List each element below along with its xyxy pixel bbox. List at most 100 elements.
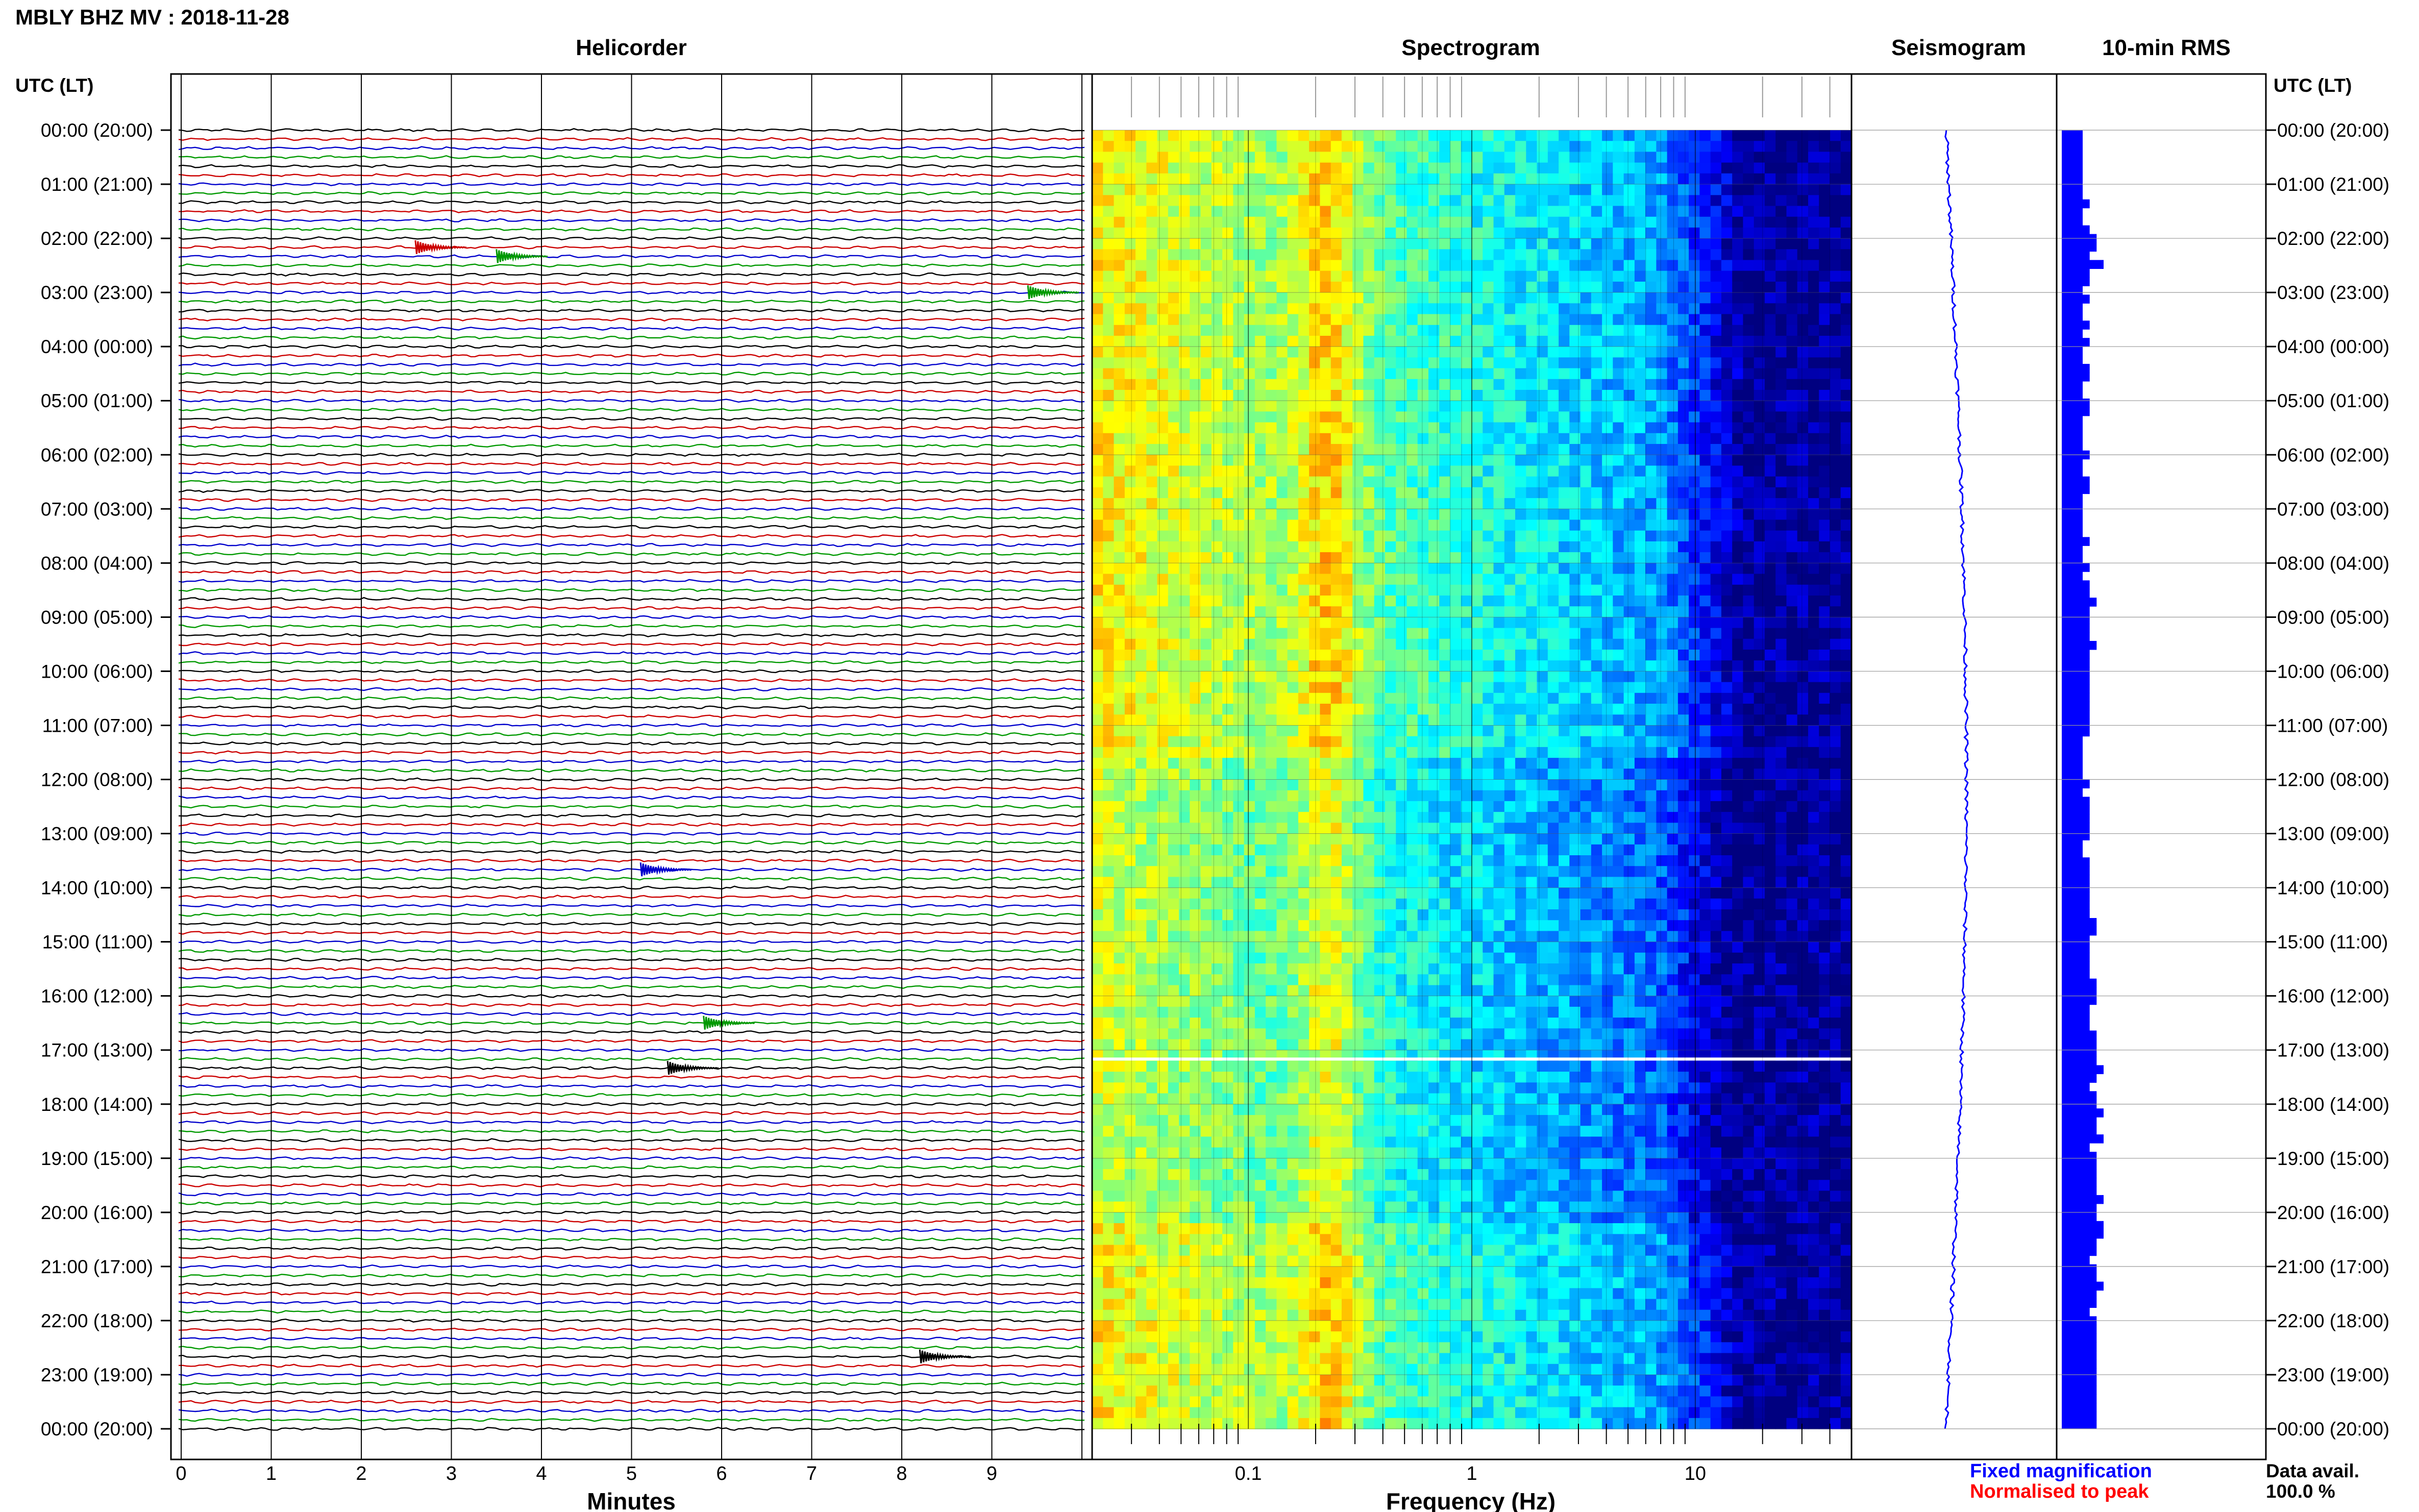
rms-bar — [2062, 407, 2090, 416]
time-label-right: 07:00 (03:00) — [2277, 499, 2389, 519]
rms-bar — [2062, 736, 2083, 746]
frequency-tick-label: 0.1 — [1235, 1463, 1262, 1484]
time-label-right: 20:00 (16:00) — [2277, 1202, 2389, 1223]
time-label-left: 02:00 (22:00) — [41, 228, 153, 249]
data-avail-value: 100.0 % — [2266, 1481, 2335, 1502]
minutes-tick-labels: 0 1 2 3 4 5 6 7 8 9 — [176, 1463, 997, 1484]
rms-bar — [2062, 329, 2083, 338]
rms-bar — [2062, 1307, 2090, 1317]
time-label-left: 01:00 (21:00) — [41, 174, 153, 195]
rms-bar — [2062, 1022, 2090, 1031]
time-label-left: 22:00 (18:00) — [41, 1310, 153, 1331]
rms-bar — [2062, 805, 2090, 814]
time-label-left: 11:00 (07:00) — [42, 715, 153, 736]
rms-bar — [2062, 1255, 2090, 1265]
time-label-left: 20:00 (16:00) — [41, 1202, 153, 1223]
rms-bar — [2062, 1299, 2097, 1308]
rms-bar — [2062, 1290, 2097, 1299]
rms-bar — [2062, 1186, 2097, 1196]
rms-bar — [2062, 251, 2090, 260]
minutes-tick-label: 8 — [896, 1463, 907, 1484]
rms-bar — [2062, 797, 2090, 806]
rms-bar — [2062, 1134, 2104, 1144]
rms-bar — [2062, 459, 2083, 468]
time-label-right: 10:00 (06:00) — [2277, 661, 2389, 682]
rms-bar — [2062, 1091, 2097, 1100]
rms-bar — [2062, 156, 2083, 165]
rms-bar — [2062, 139, 2083, 148]
time-label-right: 13:00 (09:00) — [2277, 824, 2389, 845]
rms-bar — [2062, 857, 2090, 866]
rms-bar — [2062, 1117, 2097, 1126]
rms-bar — [2062, 935, 2090, 945]
time-label-right: 12:00 (08:00) — [2277, 770, 2389, 790]
rms-bar — [2062, 260, 2104, 269]
rms-bar — [2062, 199, 2090, 209]
rms-bar — [2062, 580, 2090, 589]
rms-title: 10-min RMS — [2102, 35, 2231, 60]
rms-bar — [2062, 1325, 2097, 1334]
rms-bar — [2062, 831, 2090, 840]
time-label-left: 21:00 (17:00) — [41, 1256, 153, 1277]
time-label-left: 14:00 (10:00) — [41, 878, 153, 899]
rms-bar — [2062, 1178, 2097, 1187]
rms-bar — [2062, 493, 2083, 503]
rms-bar — [2062, 1126, 2097, 1135]
rms-bar — [2062, 1108, 2104, 1118]
rms-bar — [2062, 1039, 2097, 1048]
time-label-right: 00:00 (20:00) — [2277, 120, 2389, 141]
rms-bar — [2062, 381, 2083, 390]
minutes-tick-label: 2 — [356, 1463, 366, 1484]
time-label-left: 19:00 (15:00) — [41, 1148, 153, 1169]
rms-bar — [2062, 849, 2083, 858]
time-label-left: 05:00 (01:00) — [41, 390, 153, 411]
rms-bar — [2062, 589, 2090, 598]
rms-bar — [2062, 823, 2090, 832]
time-label-left: 09:00 (05:00) — [41, 607, 153, 628]
frequency-tick-label: 10 — [1685, 1463, 1706, 1484]
rms-bars — [2062, 130, 2104, 1429]
rms-bar — [2062, 164, 2083, 174]
legend-fixed-magnification: Fixed magnification — [1970, 1460, 2152, 1482]
rms-bar — [2062, 1411, 2097, 1421]
time-label-left: 07:00 (03:00) — [41, 499, 153, 519]
rms-bar — [2062, 1342, 2097, 1351]
rms-bar — [2062, 1368, 2097, 1377]
rms-bar — [2062, 485, 2090, 494]
helicorder-event-3 — [639, 862, 692, 877]
rms-bar — [2062, 1212, 2097, 1222]
rms-bar — [2062, 1160, 2097, 1170]
rms-bar — [2062, 1264, 2097, 1274]
time-label-left: 04:00 (00:00) — [41, 336, 153, 357]
rms-bar — [2062, 554, 2083, 563]
rms-bar — [2062, 624, 2090, 633]
rms-bar — [2062, 641, 2097, 650]
rms-bar — [2062, 1229, 2104, 1239]
rms-bar — [2062, 1385, 2097, 1395]
time-label-right: 16:00 (12:00) — [2277, 986, 2389, 1007]
rms-bar — [2062, 1359, 2097, 1369]
rms-bar — [2062, 415, 2083, 425]
rms-bar — [2062, 528, 2083, 537]
rms-bar — [2062, 1152, 2097, 1161]
time-label-left: 12:00 (08:00) — [41, 770, 153, 790]
time-label-right: 08:00 (04:00) — [2277, 553, 2389, 574]
rms-bar — [2062, 242, 2097, 252]
time-label-left: 16:00 (12:00) — [41, 986, 153, 1007]
rms-bar — [2062, 1247, 2097, 1256]
rms-bar — [2062, 996, 2097, 1005]
rms-bar — [2062, 1065, 2104, 1074]
time-label-right: 09:00 (05:00) — [2277, 607, 2389, 628]
rms-bar — [2062, 355, 2083, 364]
rms-bar — [2062, 1221, 2104, 1230]
minutes-tick-label: 3 — [446, 1463, 457, 1484]
frequency-axis-label: Frequency (Hz) — [1386, 1488, 1556, 1512]
rms-bar — [2062, 961, 2090, 971]
rms-bar — [2062, 1056, 2097, 1065]
time-label-right: 03:00 (23:00) — [2277, 282, 2389, 303]
rms-bar — [2062, 294, 2090, 304]
time-label-left: 18:00 (14:00) — [41, 1094, 153, 1115]
rms-bar — [2062, 840, 2083, 849]
minutes-axis-label: Minutes — [587, 1488, 676, 1512]
rms-bar — [2062, 1238, 2097, 1248]
